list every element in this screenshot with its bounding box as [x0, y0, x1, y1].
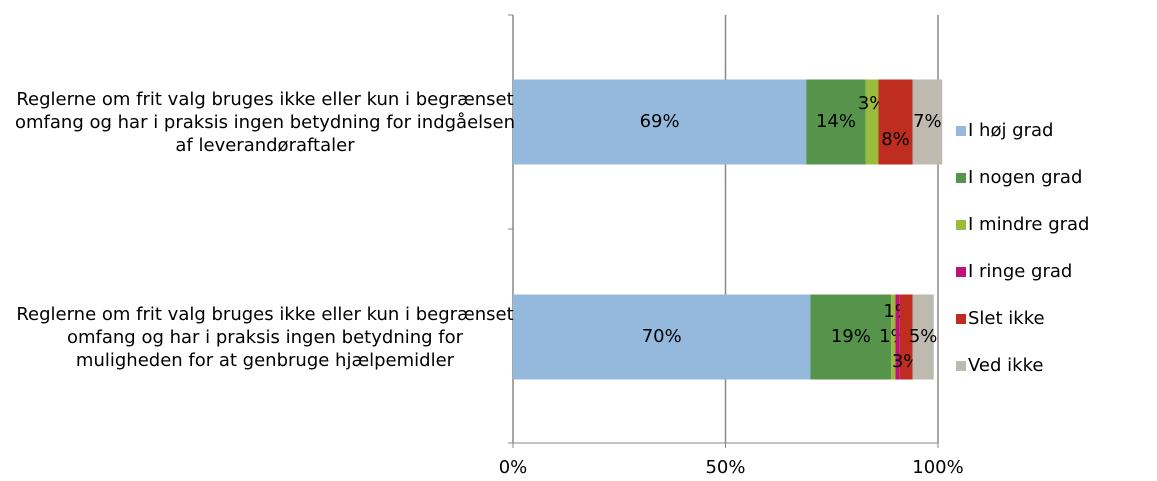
value-label: 14%: [816, 111, 856, 132]
legend-label: I ringe grad: [968, 261, 1072, 282]
bar-segment: [513, 79, 807, 165]
legend-swatch: [956, 126, 966, 136]
value-label: 8%: [881, 129, 910, 150]
legend-swatch: [956, 267, 966, 277]
value-label: 69%: [640, 111, 680, 132]
bar-segment: [912, 294, 934, 380]
x-tick-label: 100%: [912, 457, 963, 478]
bar-segment: [806, 79, 866, 165]
legend-label: Slet ikke: [968, 308, 1045, 329]
x-tick-label: 0%: [499, 457, 528, 478]
legend-swatch: [956, 173, 966, 183]
legend-label: I nogen grad: [968, 167, 1082, 188]
category-label: Reglerne om frit valg bruges ikke eller …: [16, 303, 514, 371]
value-label: 7%: [913, 111, 942, 132]
legend-swatch: [956, 220, 966, 230]
legend-swatch: [956, 361, 966, 371]
bar-segment: [899, 294, 913, 380]
bar-segment: [895, 294, 900, 380]
category-label: Reglerne om frit valg bruges ikke eller …: [15, 88, 516, 156]
bar-segment: [912, 79, 943, 165]
bar-segment: [513, 294, 811, 380]
legend-swatch: [956, 314, 966, 324]
legend-label: I mindre grad: [968, 214, 1089, 235]
bar-segment: [891, 294, 896, 380]
value-label: 5%: [909, 326, 938, 347]
legend-label: Ved ikke: [968, 355, 1043, 376]
x-tick-label: 50%: [705, 457, 745, 478]
bar-segment: [865, 79, 879, 165]
value-label: 70%: [642, 326, 682, 347]
bar-segment: [810, 294, 892, 380]
bar-segment: [878, 79, 913, 165]
value-label: 19%: [831, 326, 871, 347]
legend-label: I høj grad: [968, 120, 1053, 141]
